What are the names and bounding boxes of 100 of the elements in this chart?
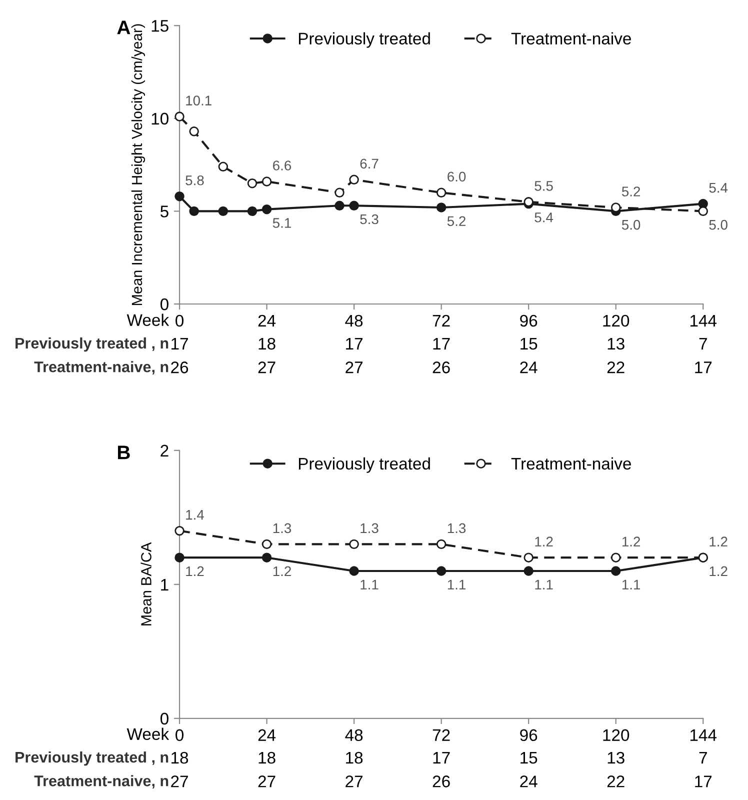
y-axis-title: Mean BA/CA <box>140 542 152 626</box>
point <box>174 112 184 122</box>
data-label: 5.0 <box>622 220 640 230</box>
data-label: 1.1 <box>535 580 553 590</box>
text: 17 <box>433 752 450 764</box>
x-tick-label: 24 <box>258 314 276 326</box>
data-label: 6.7 <box>360 158 378 169</box>
point <box>174 526 184 536</box>
text: 27 <box>258 776 276 788</box>
legend-label: Treatment-naive <box>511 32 631 44</box>
x-tick-label: 120 <box>603 729 630 742</box>
text: 26 <box>432 362 450 374</box>
data-label: 1.3 <box>360 523 378 534</box>
text: 15 <box>520 752 538 764</box>
chart-title: A <box>117 20 130 34</box>
point <box>349 566 359 576</box>
x-tick-label: 72 <box>432 729 450 741</box>
data-label: 6.0 <box>448 172 466 182</box>
point <box>189 206 199 216</box>
text: 26 <box>432 776 450 788</box>
data-label: 5.4 <box>709 183 728 193</box>
point <box>436 566 446 576</box>
point <box>349 200 359 210</box>
x-tick-label: 144 <box>690 729 717 741</box>
data-label: 1.3 <box>448 523 466 534</box>
x-axis-title: Week <box>126 314 170 326</box>
legend-label: Previously treated <box>298 32 430 48</box>
text: 18 <box>258 338 276 350</box>
data-label: 1.4 <box>186 510 204 520</box>
text: 17 <box>172 338 188 350</box>
point <box>610 552 621 562</box>
x-tick-label: 24 <box>258 729 276 741</box>
point <box>247 206 258 216</box>
x-tick-label: 72 <box>432 314 450 326</box>
data-label: 1.1 <box>622 580 640 590</box>
data-label: 10.1 <box>186 96 212 106</box>
data-label: 1.2 <box>622 536 640 546</box>
x-tick-label: 96 <box>520 729 538 742</box>
y-tick-label: 1 <box>161 578 168 590</box>
data-label: 1.2 <box>535 536 553 546</box>
data-label: 5.5 <box>534 181 553 191</box>
y-tick-label: 15 <box>152 20 168 32</box>
data-label: 5.1 <box>272 218 291 228</box>
text: 17 <box>695 776 712 788</box>
point <box>174 552 184 562</box>
chart-title: B <box>118 446 130 460</box>
point <box>262 552 272 562</box>
y-tick-label: 0 <box>160 712 168 725</box>
text: 26 <box>171 362 188 374</box>
data-label: 1.1 <box>360 580 378 590</box>
text: Previously treated , n <box>16 337 168 352</box>
text: 13 <box>608 752 624 764</box>
point <box>262 204 272 214</box>
text: 15 <box>520 338 538 350</box>
data-label: 5.2 <box>622 186 640 196</box>
text: 27 <box>346 362 362 374</box>
data-label: 1.2 <box>186 566 204 576</box>
point <box>247 178 258 188</box>
point <box>262 176 272 186</box>
text: 22 <box>607 362 624 374</box>
data-label: 1.2 <box>273 566 291 576</box>
point <box>524 552 534 562</box>
y-tick-label: 10 <box>152 112 168 125</box>
point <box>189 126 199 136</box>
data-label: 1.2 <box>710 566 728 576</box>
y-tick-label: 5 <box>160 206 168 218</box>
y-tick-label: 2 <box>160 444 168 456</box>
x-axis-title: Week <box>126 728 170 740</box>
text: 27 <box>171 776 188 788</box>
text: 18 <box>172 752 188 764</box>
text: 22 <box>607 776 624 788</box>
x-tick-label: 96 <box>520 314 538 327</box>
x-tick-label: 120 <box>603 314 630 327</box>
x-tick-label: 48 <box>345 729 363 742</box>
text: 13 <box>608 338 624 350</box>
point <box>610 566 621 576</box>
data-label: 5.0 <box>709 220 728 230</box>
x-tick-label: 0 <box>176 729 184 742</box>
text: 18 <box>258 752 276 764</box>
point <box>436 539 446 550</box>
point <box>349 539 359 550</box>
point <box>218 162 228 172</box>
y-tick-label: 0 <box>160 298 168 310</box>
text: 27 <box>346 776 362 788</box>
data-label: 1.2 <box>710 536 728 546</box>
point <box>174 191 184 202</box>
data-label: 5.8 <box>186 175 204 186</box>
data-label: 1.1 <box>448 580 466 590</box>
text: 27 <box>258 362 276 374</box>
point <box>334 188 344 198</box>
x-tick-label: 0 <box>176 314 184 327</box>
legend-label: Treatment-naive <box>511 457 631 470</box>
point <box>218 206 228 216</box>
point <box>610 202 621 212</box>
point <box>436 188 446 198</box>
text: 18 <box>346 752 363 764</box>
point <box>334 200 344 210</box>
text: 24 <box>520 362 538 374</box>
text: 17 <box>695 362 712 374</box>
text: 17 <box>433 338 450 350</box>
